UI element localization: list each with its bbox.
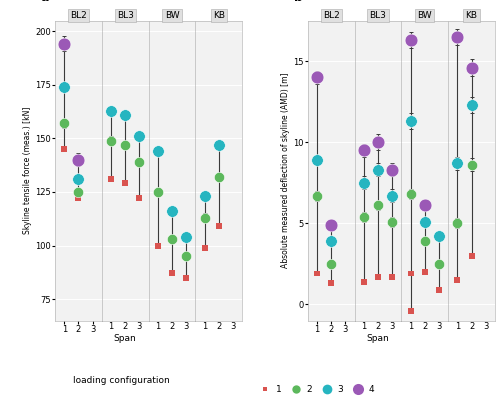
Point <box>154 148 162 155</box>
Point <box>60 146 68 152</box>
Title: BL2: BL2 <box>70 11 87 20</box>
Point <box>360 213 368 220</box>
Point <box>121 111 129 118</box>
Point <box>74 157 82 163</box>
Point <box>468 64 475 71</box>
Point <box>182 234 190 240</box>
Point <box>154 242 162 249</box>
Point <box>360 147 368 154</box>
Point <box>327 261 335 267</box>
Point <box>406 37 414 43</box>
Y-axis label: Skyline tensile force (meas.) [kN]: Skyline tensile force (meas.) [kN] <box>23 107 32 234</box>
Point <box>313 74 321 81</box>
Point <box>374 166 382 173</box>
Point <box>74 195 82 202</box>
Point <box>154 189 162 195</box>
Point <box>468 252 475 259</box>
Point <box>74 176 82 182</box>
Title: KB: KB <box>466 11 477 20</box>
X-axis label: Span: Span <box>114 334 136 343</box>
Point <box>374 273 382 280</box>
Point <box>374 202 382 209</box>
Title: BL3: BL3 <box>117 11 134 20</box>
Text: b: b <box>294 0 302 4</box>
Point <box>421 269 429 275</box>
Point <box>360 180 368 186</box>
Point <box>182 275 190 281</box>
Point <box>421 238 429 245</box>
Point <box>168 270 176 277</box>
Title: BW: BW <box>164 11 180 20</box>
Point <box>406 118 414 125</box>
Point <box>388 192 396 199</box>
Point <box>60 120 68 127</box>
Point <box>313 270 321 277</box>
Point <box>327 238 335 245</box>
Point <box>215 223 223 230</box>
Point <box>215 141 223 148</box>
Y-axis label: Absolute measured deflection of skyline (AMD) [m]: Absolute measured deflection of skyline … <box>282 73 290 268</box>
Point <box>168 236 176 242</box>
Point <box>182 253 190 260</box>
Point <box>168 208 176 215</box>
Point <box>468 162 475 168</box>
Point <box>454 277 462 283</box>
Point <box>406 307 414 314</box>
Point <box>454 220 462 226</box>
Point <box>360 278 368 285</box>
Point <box>388 166 396 173</box>
Title: BL2: BL2 <box>323 11 340 20</box>
Point <box>313 157 321 163</box>
Point <box>313 192 321 199</box>
Point <box>327 222 335 228</box>
Point <box>374 139 382 145</box>
Point <box>468 102 475 108</box>
Point <box>107 176 115 182</box>
Point <box>136 133 143 140</box>
Point <box>435 286 443 293</box>
Point <box>107 107 115 114</box>
Point <box>421 202 429 209</box>
Title: BW: BW <box>418 11 432 20</box>
Point <box>121 180 129 187</box>
Title: BL3: BL3 <box>370 11 386 20</box>
Point <box>200 193 208 200</box>
Point <box>421 218 429 225</box>
Title: KB: KB <box>213 11 225 20</box>
Point <box>454 33 462 40</box>
Point <box>60 84 68 90</box>
Point <box>107 137 115 144</box>
Point <box>121 141 129 148</box>
X-axis label: Span: Span <box>366 334 390 343</box>
Point <box>435 261 443 267</box>
Point <box>454 160 462 166</box>
Point <box>74 189 82 195</box>
Point <box>406 191 414 197</box>
Point <box>136 195 143 202</box>
Point <box>60 41 68 47</box>
Point <box>435 233 443 240</box>
Point <box>200 215 208 221</box>
Point <box>200 245 208 251</box>
Text: loading configuration: loading configuration <box>73 376 170 385</box>
Point <box>406 270 414 277</box>
Point <box>215 174 223 180</box>
Point <box>327 280 335 286</box>
Point <box>388 218 396 225</box>
Legend: 1, 2, 3, 4: 1, 2, 3, 4 <box>256 385 374 394</box>
Text: a: a <box>41 0 50 4</box>
Point <box>388 273 396 280</box>
Point <box>136 159 143 165</box>
